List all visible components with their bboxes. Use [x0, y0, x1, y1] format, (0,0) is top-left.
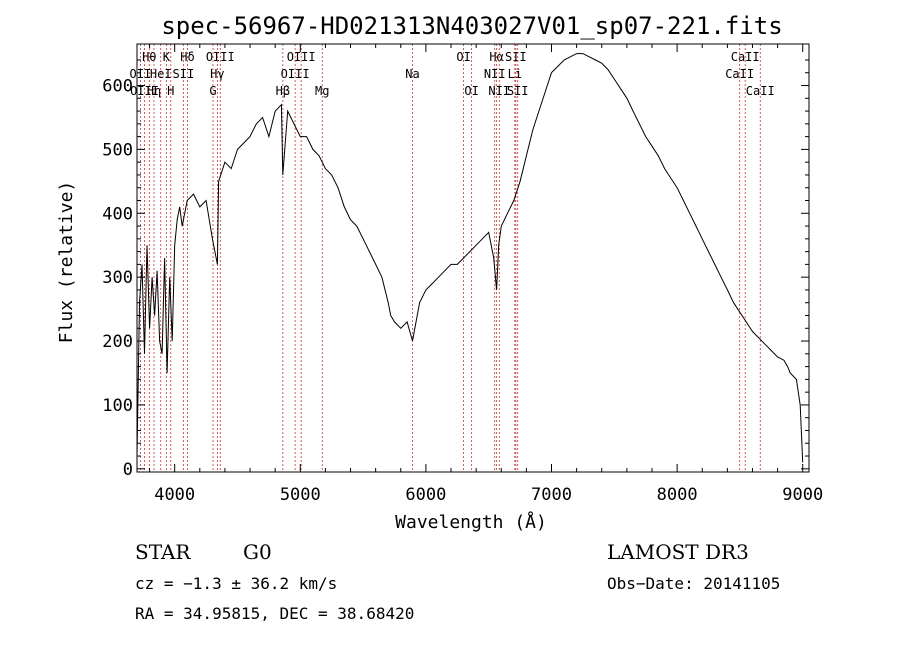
- line-marker-label: CaII: [725, 67, 754, 81]
- line-marker-label: CaII: [731, 50, 760, 64]
- line-marker-label: SII: [505, 50, 527, 64]
- line-marker-label: Hα: [489, 50, 503, 64]
- y-axis: 0 100 200 300 400 500 600: [102, 59, 809, 480]
- line-marker-label: HeI: [150, 67, 172, 81]
- object-class: STAR: [135, 540, 191, 564]
- line-marker-label: Mg: [315, 84, 329, 98]
- line-marker-label: OI: [464, 84, 478, 98]
- object-subclass: G0: [243, 540, 272, 564]
- line-marker-label: K: [163, 50, 171, 64]
- y-tick-label: 0: [123, 460, 133, 480]
- x-tick-label: 6000: [405, 485, 446, 505]
- line-marker-label: H: [167, 84, 174, 98]
- line-marker-label: CaII: [746, 84, 775, 98]
- line-marker-label: SII: [507, 84, 529, 98]
- x-tick-label: 5000: [280, 485, 321, 505]
- line-marker-label: Hβ: [276, 84, 290, 98]
- survey-name: LAMOST DR3: [607, 540, 749, 564]
- plot-frame: [136, 43, 810, 473]
- line-marker-label: Hη: [147, 84, 161, 98]
- coordinates: RA = 34.95815, DEC = 38.68420: [135, 604, 415, 623]
- line-marker-label: NII: [484, 67, 506, 81]
- y-axis-label: Flux (relative): [56, 181, 77, 344]
- line-marker-label: OIII: [206, 50, 235, 64]
- line-marker-label: Na: [405, 67, 419, 81]
- line-marker-label: OIII: [287, 50, 316, 64]
- y-tick-label: 200: [102, 332, 133, 352]
- x-axis-label: Wavelength (Å): [395, 511, 547, 533]
- spectrum-series: [136, 53, 804, 463]
- x-axis: 4000 5000 6000 7000 8000 9000: [149, 44, 823, 505]
- chart-title: spec-56967-HD021313N403027V01_sp07-221.f…: [161, 12, 782, 40]
- y-tick-label: 400: [102, 204, 133, 224]
- x-tick-label: 4000: [154, 485, 195, 505]
- spectrum-line: [136, 53, 804, 463]
- line-marker-label: OIII: [281, 67, 310, 81]
- obs-date: Obs−Date: 20141105: [607, 574, 781, 593]
- y-tick-label: 300: [102, 268, 133, 288]
- line-marker-label: SII: [173, 67, 195, 81]
- line-marker-label: G: [209, 84, 216, 98]
- line-marker-label: NII: [488, 84, 510, 98]
- x-tick-label: 7000: [531, 485, 572, 505]
- line-marker-label: Hδ: [180, 50, 194, 64]
- line-marker-label: OII: [130, 67, 152, 81]
- line-marker-label: Li: [508, 67, 522, 81]
- x-tick-label: 9000: [782, 485, 823, 505]
- x-tick-label: 8000: [657, 485, 698, 505]
- y-tick-label: 600: [102, 77, 133, 97]
- line-marker-label: Hγ: [210, 67, 224, 81]
- line-marker-label: OI: [456, 50, 470, 64]
- y-tick-label: 500: [102, 140, 133, 160]
- redshift-cz: cz = −1.3 ± 36.2 km/s: [135, 574, 338, 593]
- line-marker-label: Hθ: [142, 50, 156, 64]
- y-tick-label: 100: [102, 396, 133, 416]
